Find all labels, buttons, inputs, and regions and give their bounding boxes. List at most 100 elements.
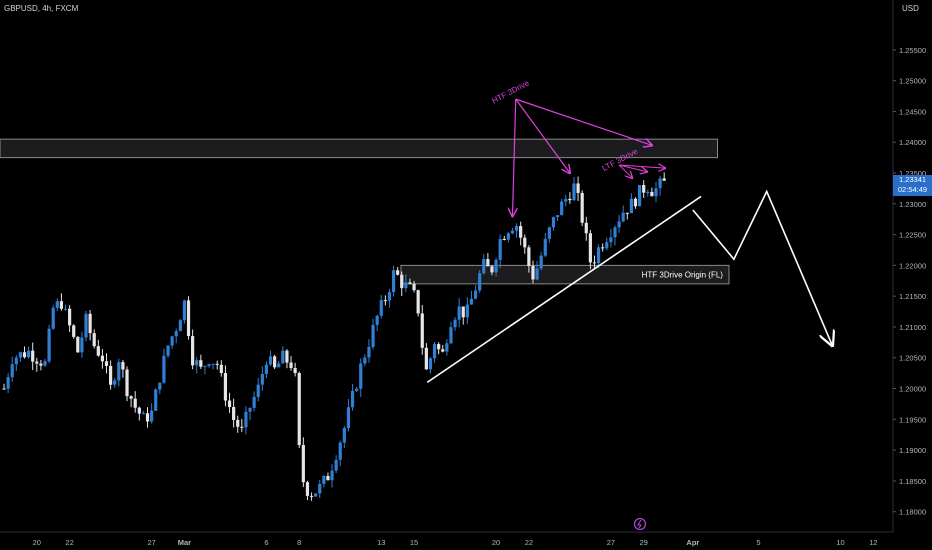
candle-body [203, 366, 207, 368]
x-tick-label: 12 [869, 538, 877, 547]
y-tick-label: 1.18500 [899, 477, 926, 486]
current-price: 1.23341 [898, 175, 927, 184]
candle-body [293, 368, 297, 374]
candle-body [428, 358, 433, 370]
candle-body [658, 178, 662, 189]
candle-body [125, 369, 129, 397]
candle-body [281, 350, 285, 364]
y-tick-label: 1.19500 [899, 415, 926, 424]
y-tick-label: 1.24000 [899, 138, 926, 147]
candle-body [244, 411, 248, 428]
y-tick-label: 1.25000 [899, 77, 926, 86]
candle-body [547, 227, 551, 239]
candle-body [572, 183, 576, 201]
x-tick-label: 27 [147, 538, 155, 547]
y-tick-label: 1.22000 [899, 261, 926, 270]
candle-body [191, 336, 195, 366]
candle-body [473, 290, 478, 299]
candle-body [654, 188, 658, 197]
candle-body [502, 239, 506, 241]
ltf-3drive-arrow [619, 165, 665, 168]
candle-body [260, 374, 264, 385]
candle-body [527, 247, 531, 266]
candle-body [457, 306, 461, 320]
y-tick-label: 1.20000 [899, 385, 926, 394]
candle-body [55, 301, 59, 308]
projection-path [692, 189, 832, 345]
x-tick-label: 15 [410, 538, 418, 547]
currency-label: USD [902, 4, 919, 13]
candle-body [531, 265, 535, 280]
candle-body [322, 475, 326, 484]
symbol-title[interactable]: GBPUSD, 4h, FXCM [4, 4, 79, 13]
bar-countdown: 02:54:49 [897, 185, 928, 194]
htf-3drive-label: HTF 3Drive [490, 78, 531, 105]
candle-body [637, 185, 642, 207]
candle-body [453, 319, 457, 328]
candle-body [145, 413, 150, 422]
candle-body [117, 362, 121, 381]
candle-body [416, 290, 420, 314]
y-tick-label: 1.22500 [899, 231, 926, 240]
candle-body [490, 266, 494, 273]
x-tick-label: Mar [178, 538, 191, 547]
candle-body [523, 237, 527, 248]
x-tick-label: 27 [607, 538, 615, 547]
candle-body [633, 198, 638, 207]
candle-body [51, 307, 55, 329]
candle-body [59, 301, 64, 309]
candle-body [2, 388, 6, 390]
candle-body [141, 413, 146, 415]
x-tick-label: Apr [686, 538, 699, 547]
candle-body [580, 192, 584, 223]
candle-body [355, 388, 359, 391]
candle-body [186, 300, 191, 337]
x-tick-label: 20 [33, 538, 41, 547]
candle-body [154, 389, 158, 411]
candle-body [346, 407, 351, 429]
candle-body [478, 273, 482, 291]
y-tick-label: 1.23000 [899, 200, 926, 209]
candle-body [621, 212, 625, 222]
candle-body [63, 308, 68, 310]
candle-body [174, 331, 178, 337]
candle-body [232, 407, 236, 420]
candle-body [72, 325, 76, 337]
candle-body [605, 242, 609, 249]
x-tick-label: 20 [492, 538, 500, 547]
y-tick-label: 1.24500 [899, 107, 926, 116]
candle-body [330, 470, 334, 481]
candle-body [519, 226, 523, 238]
candle-body [646, 191, 650, 193]
candle-body [96, 346, 100, 356]
candle-body [420, 313, 424, 348]
candle-body [482, 259, 486, 274]
candle-body [150, 410, 154, 422]
candle-body [535, 268, 539, 280]
candle-body [629, 198, 633, 214]
candle-body [375, 315, 379, 325]
candle-body [555, 215, 560, 218]
candle-body [642, 185, 646, 193]
candle-body [309, 495, 314, 497]
candle-body [334, 459, 338, 471]
candle-body [182, 300, 187, 321]
lightning-icon [637, 519, 642, 529]
candle-body [543, 238, 547, 256]
candle-body [367, 346, 371, 358]
candle-body [391, 270, 396, 293]
y-tick-label: 1.20500 [899, 354, 926, 363]
x-tick-label: 29 [640, 538, 648, 547]
candle-body [68, 308, 72, 326]
candle-body [14, 357, 18, 365]
candle-body [510, 230, 515, 234]
x-tick-label: 22 [525, 538, 533, 547]
candle-body [195, 360, 199, 366]
candle-body [601, 247, 605, 249]
candle-body [113, 380, 117, 385]
candle-body [609, 237, 613, 243]
htf-3drive-arrow [515, 98, 652, 145]
candle-body [158, 382, 162, 390]
candle-body [387, 292, 392, 301]
